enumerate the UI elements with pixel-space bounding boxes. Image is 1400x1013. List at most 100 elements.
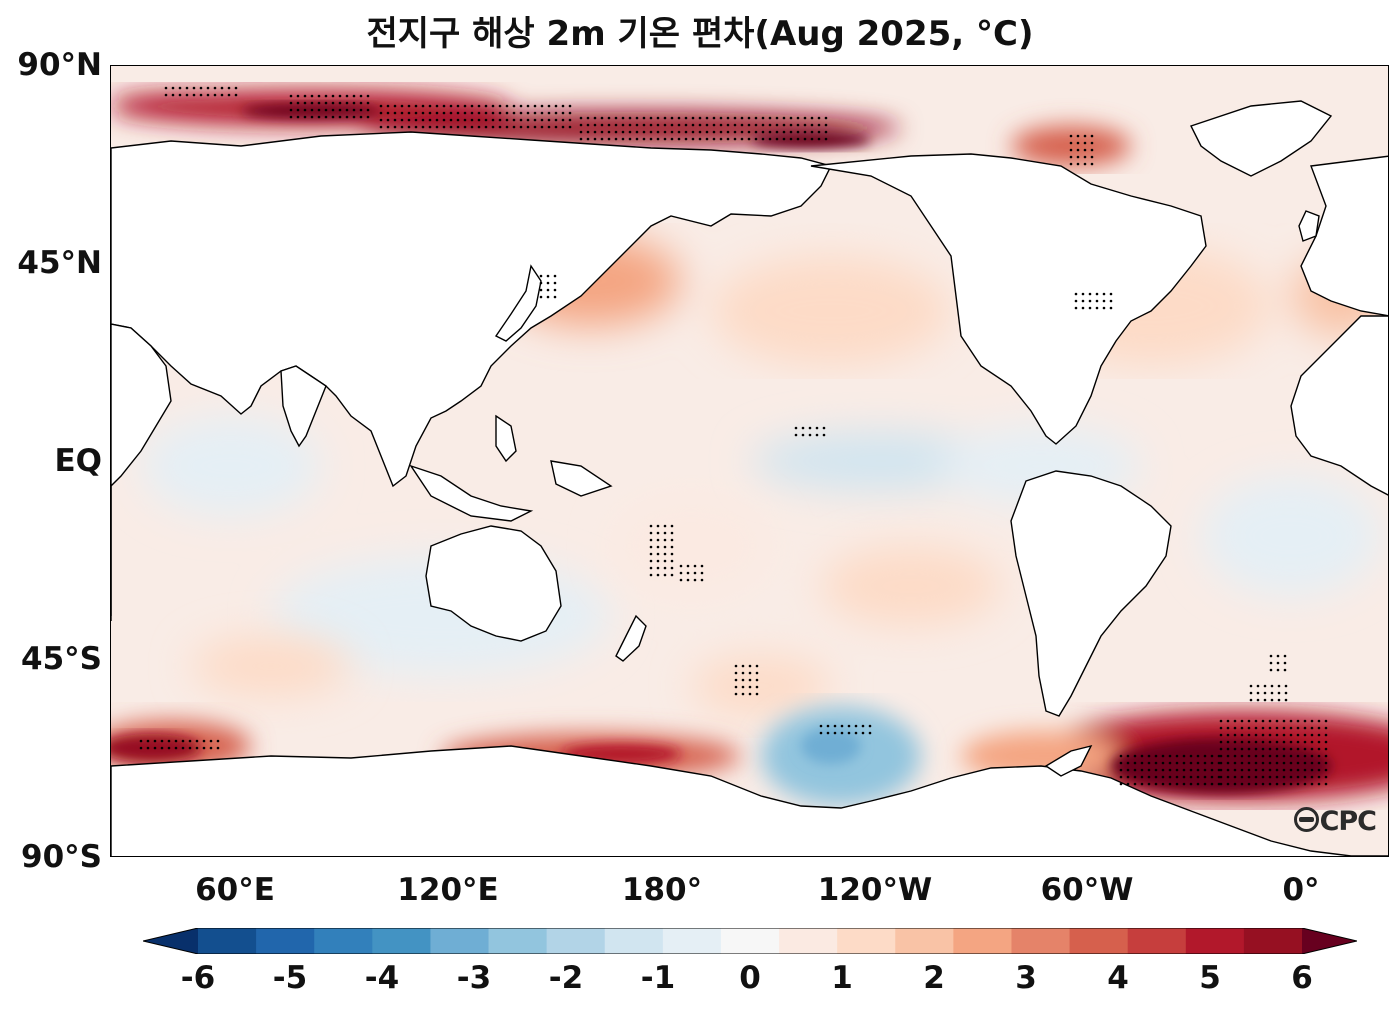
stipple-dot: [449, 104, 453, 108]
stipple-dot: [519, 104, 523, 108]
stipple-dot: [649, 559, 653, 563]
stipple-dot: [1268, 747, 1272, 751]
stipple-dot: [386, 111, 390, 115]
stipple-dot: [539, 274, 543, 278]
stipple-dot: [761, 123, 765, 127]
stipple-dot: [498, 104, 502, 108]
stipple-dot: [209, 746, 213, 750]
stipple-dot: [220, 86, 224, 90]
stipple-dot: [1310, 754, 1314, 758]
stipple-dot: [1310, 719, 1314, 723]
stipple-dot: [1256, 698, 1260, 702]
stipple-dot: [345, 115, 349, 119]
stipple-dot: [670, 116, 674, 120]
stipple-dot: [1217, 775, 1221, 779]
stipple-dot: [686, 578, 690, 582]
stipple-dot: [1240, 726, 1244, 730]
lon-tick-60w: 60°W: [1040, 872, 1134, 908]
stipple-dot: [202, 746, 206, 750]
stipple-dot: [789, 123, 793, 127]
stipple-dot: [614, 137, 618, 141]
stipple-dot: [366, 101, 370, 105]
stipple-dot: [386, 118, 390, 122]
stipple-dot: [1275, 726, 1279, 730]
stipple-dot: [663, 566, 667, 570]
stipple-dot: [649, 566, 653, 570]
stipple-dot: [171, 86, 175, 90]
colorbar-segment: [1243, 928, 1303, 954]
stipple-dot: [740, 137, 744, 141]
stipple-dot: [1261, 747, 1265, 751]
stipple-dot: [621, 116, 625, 120]
stipple-dot: [352, 101, 356, 105]
stipple-dot: [755, 664, 759, 668]
stipple-dot: [649, 552, 653, 556]
stipple-dot: [1126, 768, 1130, 772]
stipple-dot: [167, 739, 171, 743]
stipple-dot: [614, 116, 618, 120]
stipple-dot: [656, 559, 660, 563]
stipple-dot: [366, 108, 370, 112]
stipple-dot: [213, 86, 217, 90]
stipple-dot: [539, 288, 543, 292]
colorbar-tick-label: -2: [548, 960, 584, 996]
stipple-dot: [1282, 775, 1286, 779]
stipple-dot: [1324, 740, 1328, 744]
stipple-dot: [1254, 733, 1258, 737]
stipple-dot: [642, 116, 646, 120]
stipple-dot: [1203, 754, 1207, 758]
stipple-dot: [748, 678, 752, 682]
stipple-dot: [1254, 768, 1258, 772]
stipple-dot: [1126, 782, 1130, 786]
stipple-dot: [414, 118, 418, 122]
colorbar-tick-label: -3: [456, 960, 492, 996]
stipple-dot: [449, 125, 453, 129]
stipple-dot: [600, 137, 604, 141]
stipple-dot: [819, 724, 823, 728]
stipple-dot: [171, 93, 175, 97]
colorbar-segment: [488, 928, 548, 954]
stipple-dot: [649, 524, 653, 528]
stipple-dot: [331, 101, 335, 105]
stipple-dot: [1154, 768, 1158, 772]
stipple-dot: [1296, 761, 1300, 765]
stipple-dot: [1168, 754, 1172, 758]
stipple-dot: [526, 125, 530, 129]
map-title: 전지구 해상 2m 기온 편차(Aug 2025, °C): [366, 14, 1034, 54]
stipple-dot: [234, 86, 238, 90]
stipple-dot: [139, 746, 143, 750]
stipple-dot: [1083, 162, 1087, 166]
stipple-dot: [656, 545, 660, 549]
stipple-dot: [1282, 726, 1286, 730]
stipple-dot: [1303, 740, 1307, 744]
stipple-dot: [712, 116, 716, 120]
stipple-dot: [747, 130, 751, 134]
stipple-dot: [755, 685, 759, 689]
stipple-dot: [698, 116, 702, 120]
stipple-dot: [733, 130, 737, 134]
stipple-dot: [1268, 726, 1272, 730]
stipple-dot: [712, 137, 716, 141]
stipple-dot: [789, 130, 793, 134]
stipple-dot: [1247, 726, 1251, 730]
stipple-dot: [593, 123, 597, 127]
stipple-dot: [1289, 733, 1293, 737]
stipple-dot: [1283, 668, 1287, 672]
stipple-dot: [352, 94, 356, 98]
stipple-dot: [393, 125, 397, 129]
stipple-dot: [1081, 292, 1085, 296]
stipple-dot: [386, 125, 390, 129]
stipple-dot: [181, 746, 185, 750]
stipple-dot: [1203, 782, 1207, 786]
stipple-dot: [1119, 775, 1123, 779]
stipple-dot: [1083, 155, 1087, 159]
stipple-dot: [1247, 719, 1251, 723]
stipple-dot: [593, 137, 597, 141]
stipple-dot: [324, 108, 328, 112]
stipple-dot: [789, 137, 793, 141]
stipple-dot: [593, 116, 597, 120]
stipple-dot: [1289, 740, 1293, 744]
stipple-dot: [1268, 775, 1272, 779]
stipple-dot: [414, 125, 418, 129]
stipple-dot: [1277, 691, 1281, 695]
